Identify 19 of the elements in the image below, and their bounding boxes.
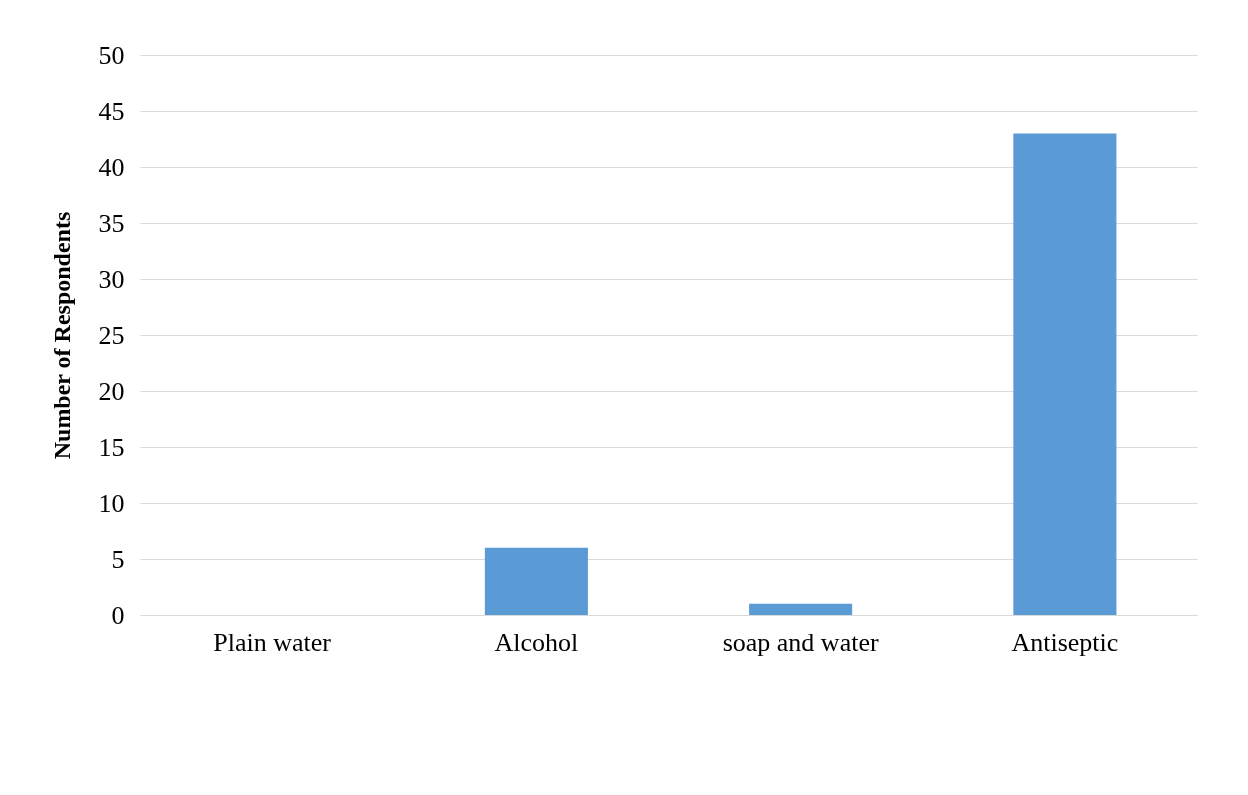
x-tick-label: Plain water — [213, 627, 332, 657]
bar — [484, 547, 588, 615]
bar — [1013, 133, 1117, 615]
y-tick-label: 30 — [98, 264, 125, 294]
y-tick-label: 0 — [111, 600, 125, 630]
y-tick-label: 20 — [98, 376, 125, 406]
y-axis-title: Number of Respondents — [48, 211, 75, 460]
y-tick-label: 35 — [98, 208, 125, 238]
y-tick-label: 15 — [98, 432, 125, 462]
y-tick-label: 50 — [98, 40, 125, 70]
y-tick-label: 10 — [98, 488, 125, 518]
x-tick-label: Alcohol — [494, 627, 579, 657]
x-tick-label: soap and water — [722, 627, 879, 657]
y-tick-label: 25 — [98, 320, 125, 350]
y-tick-label: 40 — [98, 152, 125, 182]
y-tick-label: 5 — [111, 544, 125, 574]
bar — [749, 603, 853, 615]
x-tick-label: Antiseptic — [1011, 627, 1119, 657]
y-tick-label: 45 — [98, 96, 125, 126]
